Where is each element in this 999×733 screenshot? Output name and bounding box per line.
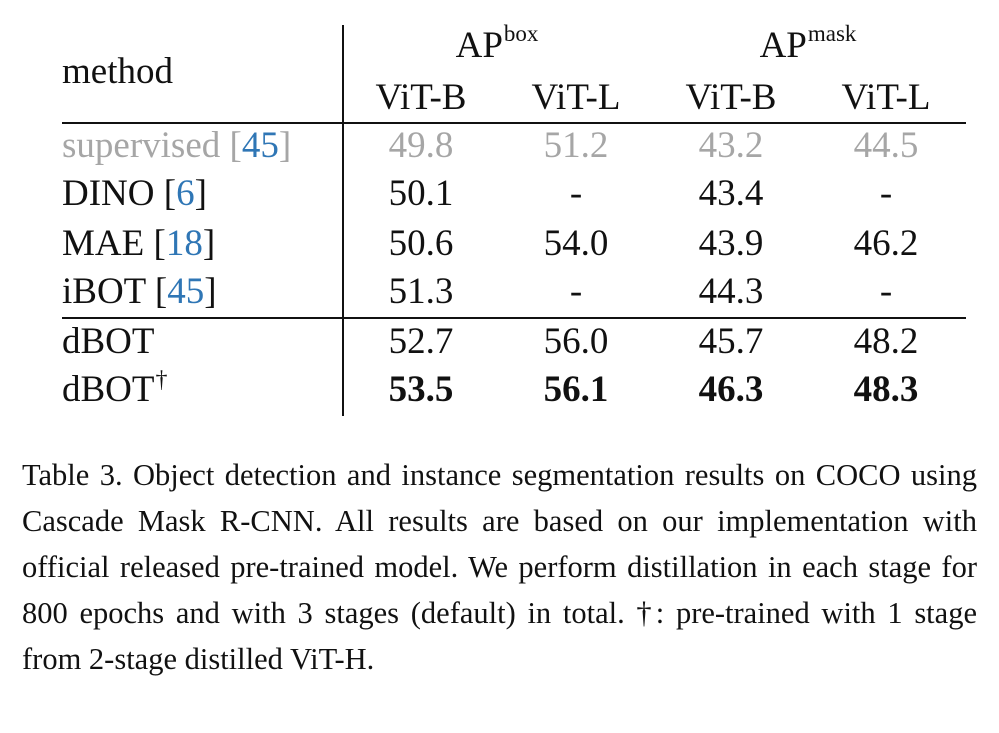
subcol-vitb-box: ViT-B: [375, 77, 467, 118]
table-cell: 48.2: [853, 321, 919, 362]
table-cell: 50.1: [388, 173, 454, 214]
method-name: dBOT: [62, 321, 155, 362]
table-cell: 51.3: [388, 271, 454, 312]
table-cell: 46.3: [698, 369, 764, 410]
table-cell: 46.2: [853, 223, 919, 264]
table-cell: 44.5: [853, 125, 919, 166]
table-cell: -: [569, 271, 583, 312]
column-divider: [342, 25, 344, 416]
row-method: supervised [45]: [62, 125, 292, 166]
citation-link[interactable]: 18: [165, 223, 203, 264]
group-rule: [62, 317, 966, 319]
row-method: DINO [6]: [62, 173, 207, 214]
method-name: iBOT: [62, 271, 146, 312]
citation-link[interactable]: 45: [167, 271, 205, 312]
row-method: MAE [18]: [62, 223, 216, 264]
ap-box-base: AP: [455, 25, 503, 66]
ap-mask-header: APmask: [759, 22, 857, 66]
row-method: dBOT: [62, 323, 155, 360]
table-cell: 51.2: [543, 125, 609, 166]
row-method: dBOT†: [62, 368, 168, 410]
table-cell: -: [879, 173, 893, 214]
ap-mask-base: AP: [759, 25, 807, 66]
table-cell: 52.7: [388, 321, 454, 362]
method-header: method: [62, 51, 173, 92]
row-method: iBOT [45]: [62, 271, 217, 312]
table-cell: -: [879, 271, 893, 312]
ap-mask-sup: mask: [807, 21, 857, 46]
citation-link[interactable]: 6: [176, 173, 195, 214]
dagger-mark: †: [155, 367, 168, 393]
results-table: method APbox APmask ViT-B ViT-L ViT-B Vi…: [62, 22, 966, 416]
subcol-vitb-mask: ViT-B: [685, 77, 777, 118]
citation-link[interactable]: 45: [241, 125, 279, 166]
method-name: dBOT: [62, 369, 155, 410]
ap-box-sup: box: [503, 21, 539, 46]
method-name: supervised: [62, 125, 221, 166]
table-caption: Table 3. Object detection and instance s…: [22, 458, 977, 676]
table-cell: 45.7: [698, 321, 764, 362]
table-cell: 56.1: [543, 369, 609, 410]
table-cell: 44.3: [698, 271, 764, 312]
method-name: DINO: [62, 173, 155, 214]
table-cell: 48.3: [853, 369, 919, 410]
ap-box-header: APbox: [455, 22, 539, 66]
table-cell: -: [569, 173, 583, 214]
table-cell: 50.6: [388, 223, 454, 264]
subcol-vitl-mask: ViT-L: [841, 77, 931, 118]
table-cell: 49.8: [388, 125, 454, 166]
table-cell: 43.4: [698, 173, 764, 214]
header-rule: [62, 122, 966, 124]
subcol-vitl-box: ViT-L: [531, 77, 621, 118]
table-cell: 43.2: [698, 125, 764, 166]
table-cell: 54.0: [543, 223, 609, 264]
table-cell: 53.5: [388, 369, 454, 410]
method-name: MAE: [62, 223, 145, 264]
table-cell: 56.0: [543, 321, 609, 362]
table-cell: 43.9: [698, 223, 764, 264]
